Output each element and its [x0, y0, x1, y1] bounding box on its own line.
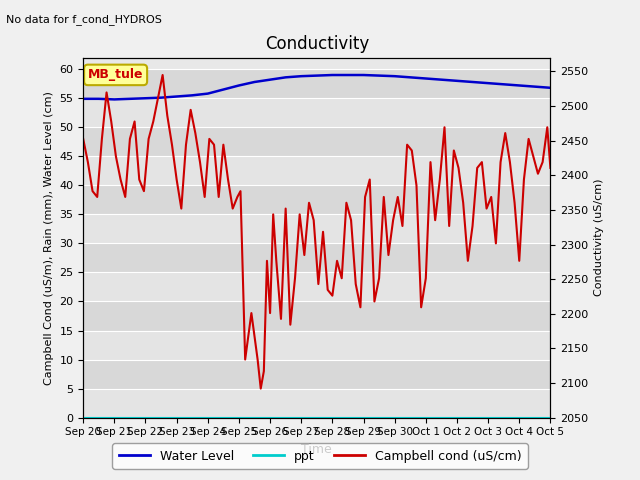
- Y-axis label: Campbell Cond (uS/m), Rain (mm), Water Level (cm): Campbell Cond (uS/m), Rain (mm), Water L…: [44, 91, 54, 384]
- Bar: [83, 360, 550, 389]
- Bar: [83, 127, 550, 156]
- Text: MB_tule: MB_tule: [88, 68, 143, 82]
- Bar: [83, 331, 550, 360]
- Text: No data for f_cond_HYDROS: No data for f_cond_HYDROS: [6, 14, 163, 25]
- Bar: [83, 185, 550, 215]
- Bar: [83, 156, 550, 185]
- Bar: [83, 69, 550, 98]
- Bar: [83, 215, 550, 243]
- Y-axis label: Conductivity (uS/cm): Conductivity (uS/cm): [594, 179, 604, 296]
- Title: Conductivity: Conductivity: [265, 35, 369, 53]
- Bar: [83, 243, 550, 273]
- Bar: [83, 273, 550, 301]
- Bar: [83, 98, 550, 127]
- X-axis label: Time: Time: [301, 443, 332, 456]
- Bar: [83, 389, 550, 418]
- Bar: [83, 301, 550, 331]
- Legend: Water Level, ppt, Campbell cond (uS/cm): Water Level, ppt, Campbell cond (uS/cm): [113, 444, 527, 469]
